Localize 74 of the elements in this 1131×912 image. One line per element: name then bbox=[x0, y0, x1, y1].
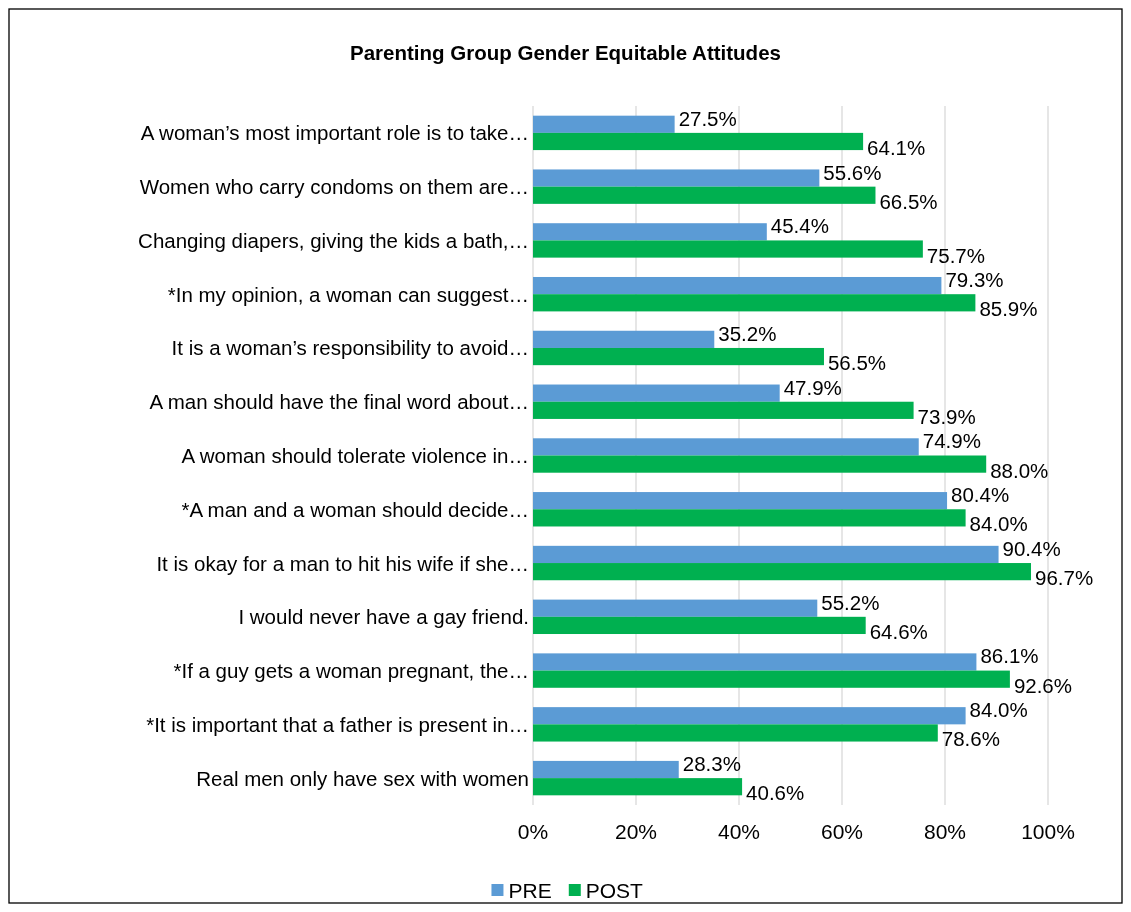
bar bbox=[533, 276, 942, 295]
bar bbox=[533, 186, 876, 204]
bar bbox=[533, 330, 715, 348]
bar bbox=[533, 438, 919, 456]
bar bbox=[533, 384, 780, 402]
x-tick-label: 100% bbox=[1021, 820, 1075, 843]
data-label: 85.9% bbox=[979, 297, 1038, 321]
y-tick-label: A man should have the final word about… bbox=[149, 390, 529, 414]
y-tick-label: Changing diapers, giving the kids a bath,… bbox=[138, 228, 529, 252]
bar bbox=[533, 778, 743, 796]
data-label: 47.9% bbox=[783, 375, 842, 399]
bar bbox=[533, 401, 914, 419]
bar bbox=[533, 115, 675, 133]
bar bbox=[533, 760, 679, 779]
y-tick-label: A woman’s most important role is to take… bbox=[140, 121, 529, 145]
bar bbox=[533, 169, 820, 187]
bar bbox=[533, 707, 966, 725]
bar bbox=[533, 653, 977, 671]
data-label: 90.4% bbox=[1002, 536, 1061, 560]
legend-label: PRE bbox=[508, 878, 552, 902]
bar bbox=[533, 294, 976, 312]
data-label: 40.6% bbox=[746, 781, 805, 805]
data-label: 64.1% bbox=[867, 135, 926, 159]
y-tick-label: It is okay for a man to hit his wife if she… bbox=[156, 551, 529, 575]
bar bbox=[533, 545, 999, 564]
data-label: 84.0% bbox=[969, 512, 1028, 536]
bar bbox=[533, 132, 864, 151]
bar bbox=[533, 616, 866, 635]
x-tick-label: 0% bbox=[517, 820, 549, 843]
x-tick-label: 40% bbox=[717, 820, 761, 843]
data-label: 74.9% bbox=[922, 429, 981, 453]
x-tick-label: 20% bbox=[614, 820, 658, 843]
bar bbox=[533, 347, 824, 366]
data-label: 73.9% bbox=[917, 404, 976, 428]
data-label: 78.6% bbox=[941, 727, 1000, 751]
y-tick-label: Women who carry condoms on them are… bbox=[139, 175, 529, 199]
y-tick-label: It is a woman’s responsibility to avoid… bbox=[171, 336, 529, 360]
y-tick-label: *If a guy gets a woman pregnant, the… bbox=[173, 659, 529, 683]
data-label: 64.6% bbox=[869, 619, 928, 643]
data-label: 55.2% bbox=[821, 590, 880, 614]
data-label: 88.0% bbox=[990, 458, 1049, 482]
bar bbox=[533, 724, 938, 742]
data-label: 27.5% bbox=[678, 106, 737, 130]
data-label: 55.6% bbox=[823, 160, 882, 184]
data-label: 80.4% bbox=[951, 483, 1010, 507]
bar bbox=[533, 240, 923, 258]
data-label: 28.3% bbox=[682, 752, 741, 776]
data-label: 75.7% bbox=[926, 243, 985, 267]
data-label: 79.3% bbox=[945, 268, 1004, 292]
bar bbox=[533, 599, 818, 617]
y-tick-label: *A man and a woman should decide… bbox=[181, 497, 529, 521]
bar bbox=[533, 492, 948, 510]
data-label: 96.7% bbox=[1035, 566, 1094, 590]
bar bbox=[533, 509, 966, 527]
data-label: 45.4% bbox=[770, 214, 829, 238]
data-label: 86.1% bbox=[980, 644, 1039, 668]
data-label: 92.6% bbox=[1013, 673, 1073, 697]
chart-title: Parenting Group Gender Equitable Attitudes bbox=[350, 41, 781, 64]
y-tick-label: I would never have a gay friend. bbox=[238, 605, 529, 629]
y-tick-label: *It is important that a father is present in… bbox=[146, 712, 529, 736]
legend-label: POST bbox=[585, 878, 644, 902]
x-tick-label: 60% bbox=[820, 820, 864, 843]
y-tick-label: *In my opinion, a woman can suggest… bbox=[167, 282, 529, 306]
bar bbox=[533, 670, 1010, 688]
bar bbox=[533, 455, 987, 473]
bar bbox=[533, 563, 1032, 581]
data-label: 66.5% bbox=[879, 189, 938, 213]
data-label: 56.5% bbox=[827, 351, 887, 375]
y-tick-label: A woman should tolerate violence in… bbox=[181, 444, 529, 467]
bar bbox=[533, 223, 767, 241]
x-tick-label: 80% bbox=[923, 820, 967, 843]
y-tick-label: Real men only have sex with women bbox=[196, 766, 529, 790]
data-label: 84.0% bbox=[969, 698, 1028, 722]
data-label: 35.2% bbox=[718, 321, 777, 345]
